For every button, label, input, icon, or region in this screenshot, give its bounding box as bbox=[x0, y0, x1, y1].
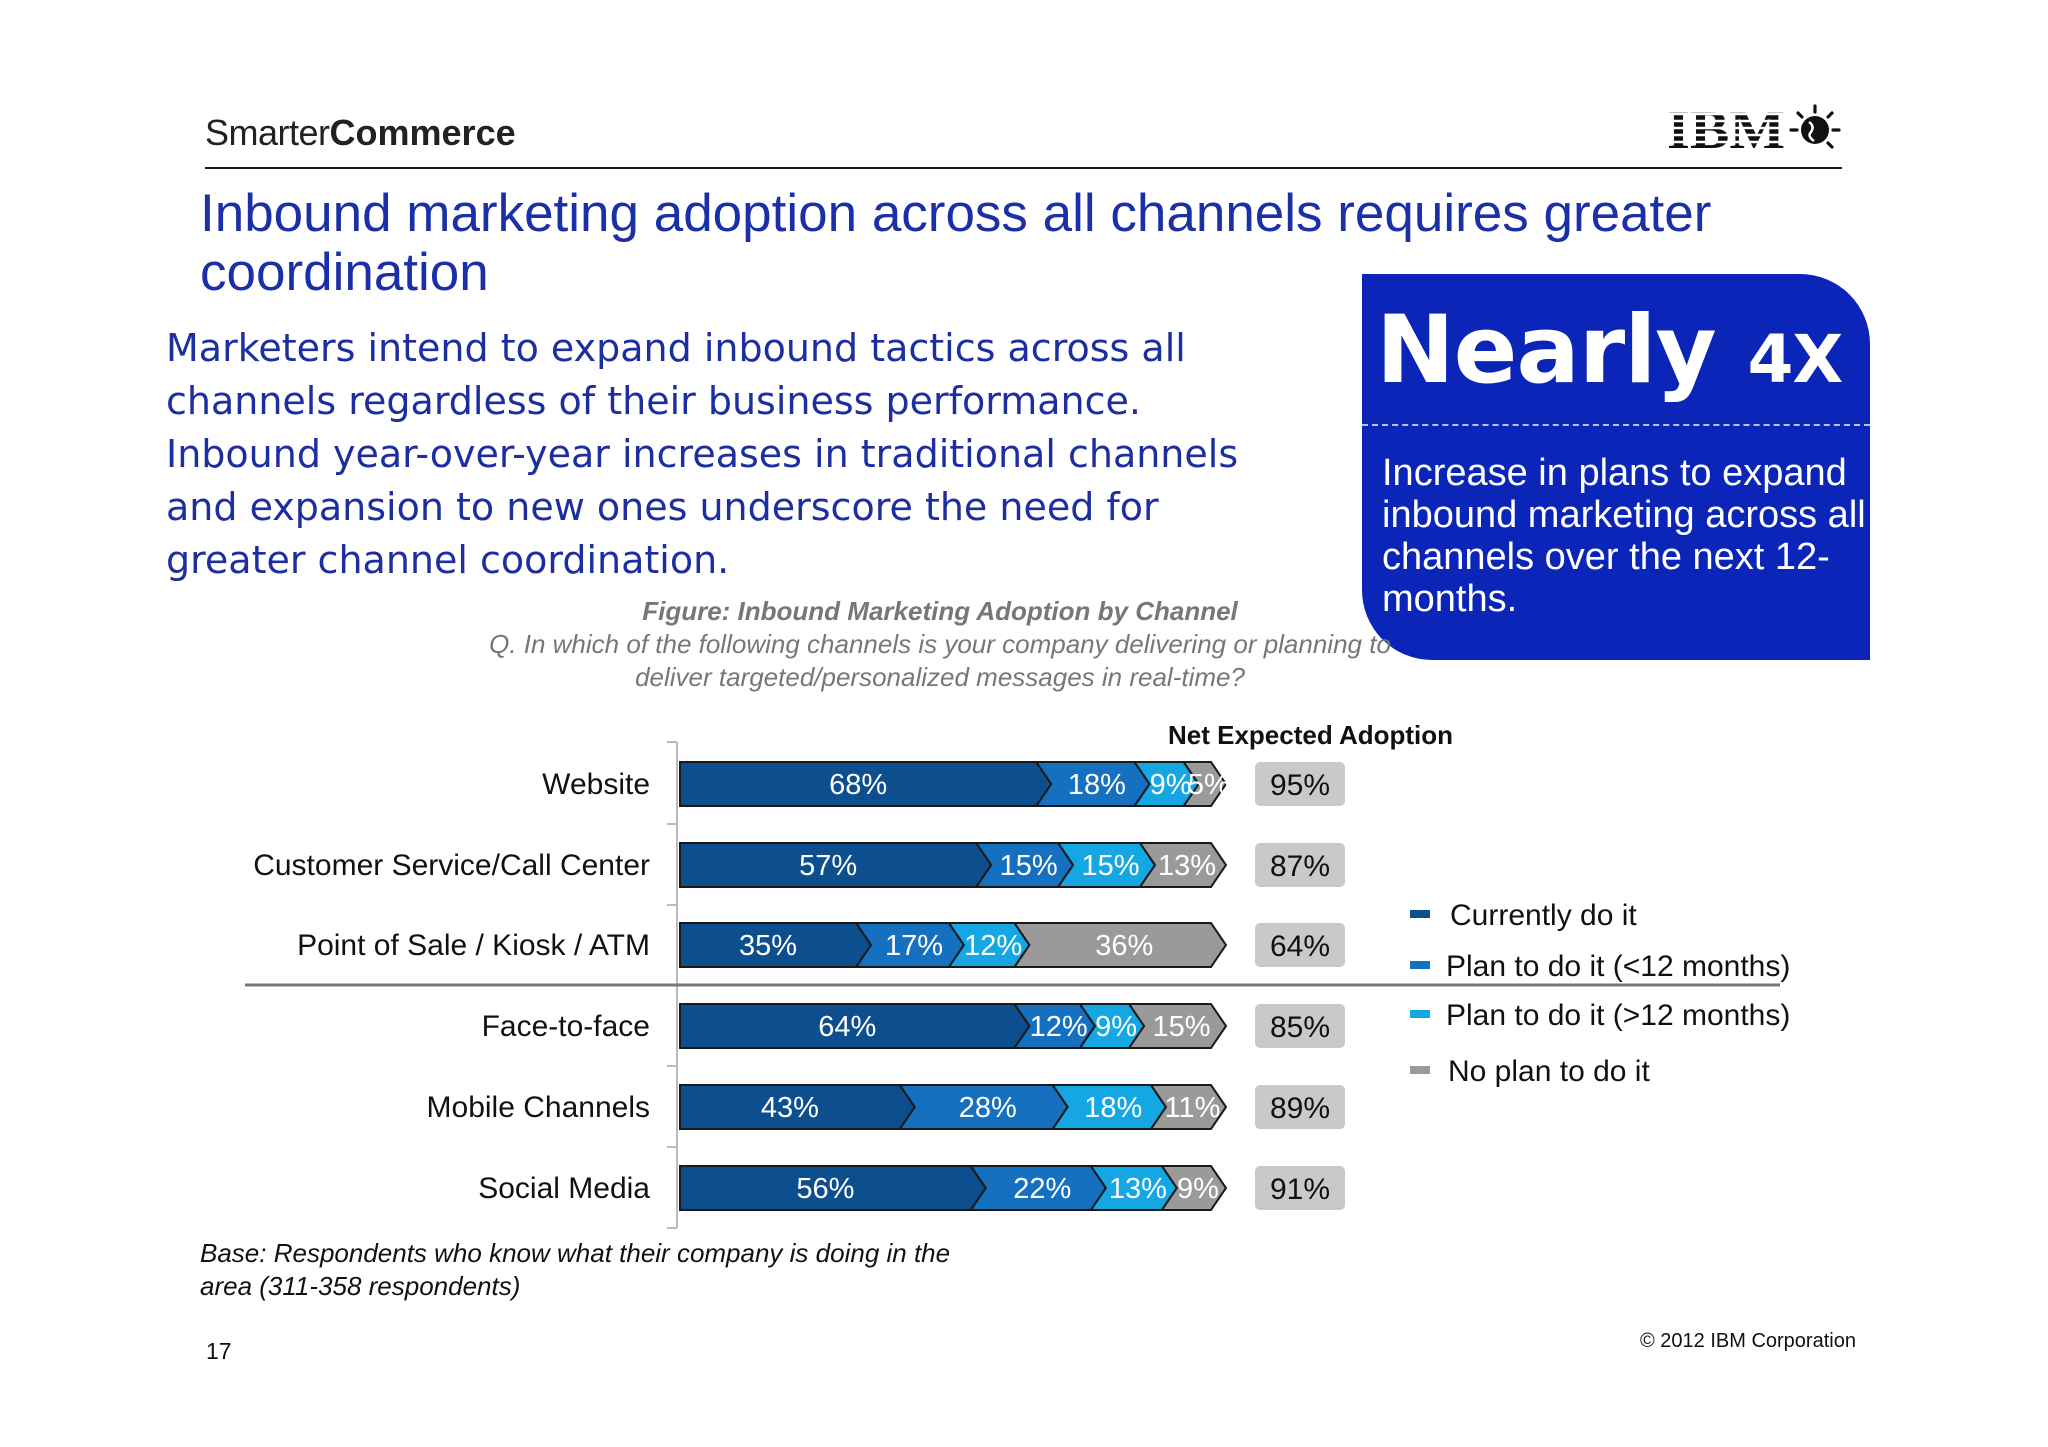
data-label: 13% bbox=[1109, 1173, 1167, 1205]
ibm-logo: IBM bbox=[1665, 102, 1841, 156]
category-label: Social Media bbox=[478, 1172, 650, 1205]
category-label: Website bbox=[542, 768, 650, 801]
header-rule bbox=[205, 167, 1842, 169]
net-adoption-box bbox=[1255, 762, 1345, 806]
callout-text: Increase in plans to expand inbound mark… bbox=[1382, 452, 1866, 620]
legend-swatch bbox=[1410, 961, 1430, 969]
legend-swatch bbox=[1410, 1066, 1430, 1074]
data-label: 36% bbox=[1095, 930, 1153, 962]
callout-big-text: Nearly bbox=[1376, 296, 1717, 405]
net-adoption-box bbox=[1255, 1166, 1345, 1210]
data-label: 15% bbox=[1082, 850, 1140, 882]
category-label: Mobile Channels bbox=[427, 1091, 650, 1124]
figure-title: Figure: Inbound Marketing Adoption by Ch… bbox=[642, 596, 1238, 626]
intro-paragraph: Marketers intend to expand inbound tacti… bbox=[166, 326, 1239, 582]
data-label: 12% bbox=[1030, 1011, 1088, 1043]
data-label: 18% bbox=[1068, 769, 1126, 801]
category-label: Face-to-face bbox=[482, 1010, 650, 1043]
callout-headline: Nearly 4X bbox=[1376, 296, 1843, 405]
globe-icon bbox=[1789, 104, 1841, 149]
smarter-commerce-logo: SmarterCommerce bbox=[205, 112, 516, 154]
callout-multiplier: 4X bbox=[1747, 321, 1843, 398]
data-label: 56% bbox=[796, 1173, 854, 1205]
data-label: 13% bbox=[1158, 850, 1216, 882]
copyright: © 2012 IBM Corporation bbox=[1640, 1330, 1856, 1352]
net-adoption-box bbox=[1255, 1085, 1345, 1129]
net-adoption-value: 95% bbox=[1270, 769, 1330, 802]
data-label: 12% bbox=[964, 930, 1022, 962]
net-adoption-title: Net Expected Adoption bbox=[1168, 720, 1454, 750]
bar-segment bbox=[1012, 922, 1228, 968]
net-adoption-value: 85% bbox=[1270, 1011, 1330, 1044]
net-adoption-value: 87% bbox=[1270, 850, 1330, 883]
bar-segment bbox=[1159, 1165, 1228, 1211]
category-label: Customer Service/Call Center bbox=[253, 849, 650, 882]
page-title: Inbound marketing adoption across all ch… bbox=[200, 184, 1712, 302]
data-label: 28% bbox=[959, 1092, 1017, 1124]
data-label: 22% bbox=[1013, 1173, 1071, 1205]
figure-question: Q. In which of the following channels is… bbox=[489, 629, 1391, 692]
data-label: 9% bbox=[1095, 1011, 1137, 1043]
data-label: 43% bbox=[761, 1092, 819, 1124]
data-label: 18% bbox=[1084, 1092, 1142, 1124]
bar-segment bbox=[1181, 761, 1228, 807]
net-adoption-box bbox=[1255, 843, 1345, 887]
data-label: 15% bbox=[1153, 1011, 1211, 1043]
data-label: 15% bbox=[1000, 850, 1058, 882]
brand-bold: Commerce bbox=[329, 112, 516, 153]
legend-swatch bbox=[1410, 910, 1430, 918]
legend-label: Currently do it bbox=[1450, 899, 1637, 932]
data-label: 11% bbox=[1165, 1092, 1221, 1124]
page-number: 17 bbox=[206, 1338, 232, 1364]
callout-box: Nearly 4X Increase in plans to expand in… bbox=[1362, 274, 1870, 660]
net-adoption-value: 89% bbox=[1270, 1092, 1330, 1125]
net-adoption-box bbox=[1255, 1004, 1345, 1048]
net-adoption-value: 91% bbox=[1270, 1173, 1330, 1206]
data-label: 9% bbox=[1150, 769, 1192, 801]
data-label: 5% bbox=[1188, 769, 1230, 801]
data-label: 68% bbox=[829, 769, 887, 801]
data-label: 57% bbox=[799, 850, 857, 882]
legend-label: Plan to do it (<12 months) bbox=[1446, 950, 1790, 983]
base-note: Base: Respondents who know what their co… bbox=[200, 1238, 951, 1301]
legend-label: No plan to do it bbox=[1448, 1055, 1650, 1088]
data-label: 9% bbox=[1177, 1173, 1219, 1205]
bar-segment bbox=[1127, 1003, 1228, 1049]
data-label: 64% bbox=[818, 1011, 876, 1043]
legend-swatch bbox=[1410, 1010, 1430, 1018]
data-label: 35% bbox=[739, 930, 797, 962]
brand-light: Smarter bbox=[205, 112, 330, 153]
net-adoption-value: 64% bbox=[1270, 930, 1330, 963]
callout-divider bbox=[1362, 424, 1870, 426]
legend-label: Plan to do it (>12 months) bbox=[1446, 999, 1790, 1032]
bar-segment bbox=[1138, 842, 1228, 888]
category-label: Point of Sale / Kiosk / ATM bbox=[297, 929, 650, 962]
bar-segment bbox=[1149, 1084, 1228, 1130]
data-label: 17% bbox=[885, 930, 943, 962]
net-adoption-box bbox=[1255, 923, 1345, 967]
